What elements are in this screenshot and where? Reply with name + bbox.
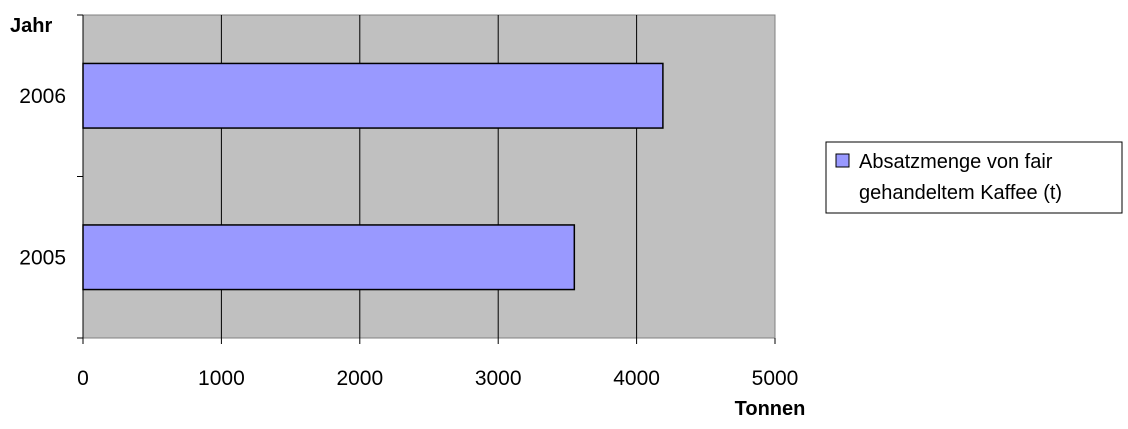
x-tick-label: 2000 bbox=[336, 367, 383, 390]
legend-box bbox=[825, 141, 1123, 214]
bar-2006 bbox=[82, 62, 664, 129]
legend: Absatzmenge von fair gehandeltem Kaffee … bbox=[825, 141, 1123, 214]
x-tick-label: 1000 bbox=[198, 367, 245, 390]
x-tick-label: 5000 bbox=[752, 367, 799, 390]
y-tick-label: 2005 bbox=[19, 246, 66, 269]
x-tick-label: 0 bbox=[77, 367, 89, 390]
x-tick-label: 3000 bbox=[475, 367, 522, 390]
legend-label-line-1: Absatzmenge von fair bbox=[859, 151, 1053, 173]
bar-2005 bbox=[82, 224, 576, 291]
axes bbox=[77, 14, 776, 344]
x-axis-title: Tonnen bbox=[735, 398, 806, 420]
y-tick-label: 2006 bbox=[19, 85, 66, 108]
tick-labels: 0 1000 2000 3000 4000 5000 2006 2005 bbox=[19, 85, 798, 390]
bars bbox=[82, 62, 664, 291]
legend-swatch bbox=[835, 153, 850, 168]
legend-label-line-2: gehandeltem Kaffee (t) bbox=[859, 182, 1062, 204]
x-tick-label: 4000 bbox=[613, 367, 660, 390]
y-axis-title: Jahr bbox=[10, 15, 52, 37]
